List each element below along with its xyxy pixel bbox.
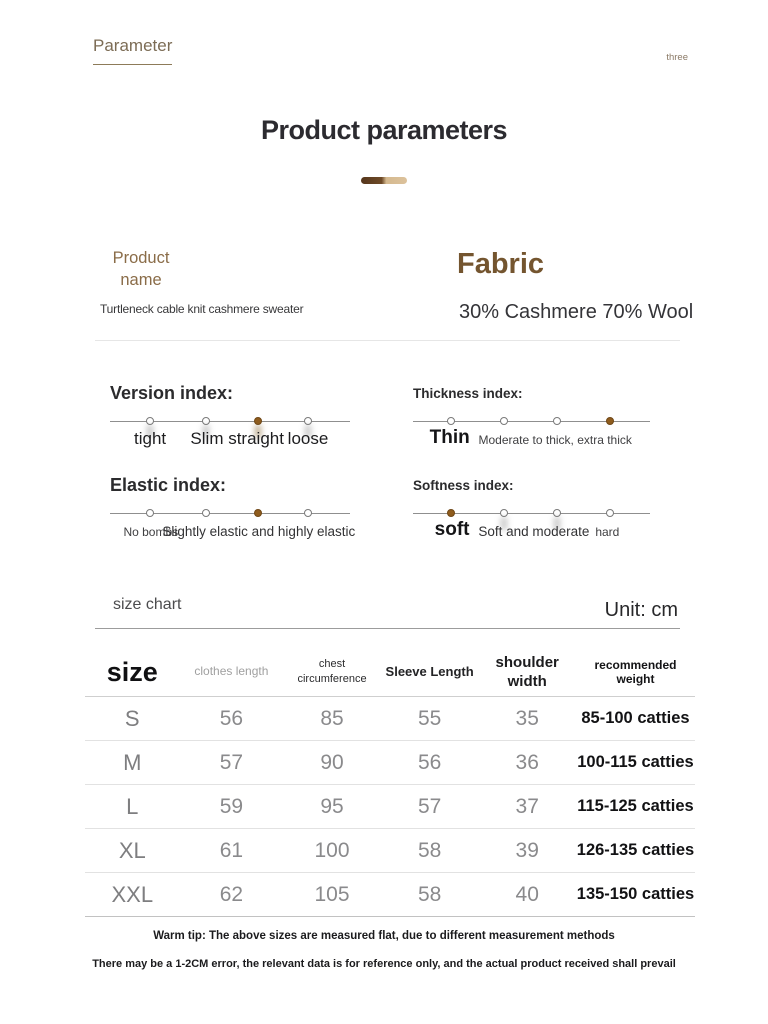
measure-cell: 95 [320, 794, 344, 818]
size-cell: M [123, 749, 142, 775]
elastic-slider-dot [202, 509, 210, 517]
measure-cell: 100 [314, 838, 350, 862]
measure-cell: 85 [320, 706, 344, 730]
measure-cell: 56 [219, 706, 244, 730]
measure-cell: 55 [417, 706, 442, 730]
elastic-slider-dot [304, 509, 312, 517]
column-header: chest circumference [297, 658, 367, 685]
size-cell: XXL [111, 881, 154, 907]
size-table-body: S 56 85 55 35 85-100 catties M 57 90 56 36 100-115 … [85, 697, 695, 917]
measure-cell: 59 [219, 794, 244, 818]
corner-note: three [666, 52, 688, 63]
table-row: L 59 95 57 37 115-125 catties [85, 785, 695, 829]
table-row: XXL 62 105 58 40 135-150 catties [85, 873, 695, 917]
measure-cell: 57 [417, 794, 442, 818]
size-chart-divider [95, 628, 680, 629]
elastic-caption: No bombs [123, 525, 179, 539]
measure-cell: 35 [515, 706, 539, 730]
softness-slider-dot [605, 509, 614, 517]
measure-cell: 57 [219, 750, 244, 774]
elastic-slider-dot [146, 509, 155, 517]
softness-slider-dot [500, 509, 508, 517]
title-accent-bar [361, 177, 407, 184]
measure-cell: 90 [320, 750, 344, 774]
measure-cell: 58 [417, 882, 442, 906]
elastic-caption: Slightly elastic and highly elastic [162, 524, 356, 539]
warm-tip-line1: Warm tip: The above sizes are measured f… [153, 930, 615, 942]
column-header: clothes length [194, 664, 269, 679]
version-caption: Slim straight [190, 429, 284, 448]
fabric-value: 30% Cashmere 70% Wool [459, 301, 694, 323]
version-index-label: Version index: [110, 383, 234, 403]
softness-index-label: Softness index: [413, 478, 514, 493]
product-name-value: Turtleneck cable knit cashmere sweater [100, 302, 304, 316]
column-header: Sleeve Length [385, 663, 474, 679]
size-cell: S [124, 705, 140, 731]
weight-cell: 85-100 catties [581, 709, 690, 727]
table-row: S 56 85 55 35 85-100 catties [85, 697, 695, 741]
thickness-slider-dot-active [605, 417, 614, 425]
column-header: recommended weight [594, 658, 677, 686]
weight-cell: 126-135 catties [576, 841, 695, 859]
elastic-index-slider: Elastic index: No bombs Slightly elastic a… [110, 475, 355, 561]
table-row: M 57 90 56 36 100-115 catties [85, 741, 695, 785]
unit-label: Unit: cm [604, 599, 678, 621]
version-slider-dot [146, 417, 155, 425]
version-slider-dot [202, 417, 210, 425]
measure-cell: 40 [515, 882, 539, 906]
parameter-corner-label: Parameter [93, 36, 173, 65]
thickness-slider-dot [500, 417, 508, 425]
thickness-index-label: Thickness index: [413, 386, 523, 401]
column-header: shoulder width [495, 653, 559, 691]
measure-cell: 56 [417, 750, 442, 774]
softness-caption: hard [595, 525, 620, 539]
warm-tip-line2: There may be a 1-2CM error, the relevant… [92, 958, 676, 970]
thickness-slider-dot [553, 417, 562, 425]
size-chart-title: size chart [113, 596, 182, 613]
softness-caption: Soft and moderate [478, 524, 590, 539]
measure-cell: 58 [417, 838, 442, 862]
measure-cell: 37 [515, 794, 539, 818]
weight-cell: 100-115 catties [577, 753, 694, 771]
weight-cell: 135-150 catties [576, 885, 695, 903]
page-title: Product parameters [260, 115, 508, 145]
measure-cell: 62 [219, 882, 244, 906]
elastic-slider-track [110, 509, 350, 517]
softness-slider-track [413, 509, 650, 517]
softness-slider-dot [553, 509, 562, 517]
size-table-header: size clothes length chest circumference Sle… [85, 648, 695, 697]
version-slider-dot [304, 417, 312, 425]
weight-cell: 115-125 catties [577, 797, 694, 815]
section-divider [95, 340, 680, 341]
softness-caption: soft [434, 519, 470, 540]
thickness-index-slider: Thickness index: Thin Moderate to thick, e… [413, 383, 650, 469]
measure-cell: 36 [515, 750, 539, 774]
measure-cell: 61 [219, 838, 244, 862]
product-name-label: Product name [112, 249, 170, 290]
column-header: size [106, 656, 158, 687]
thickness-slider-track [413, 417, 650, 425]
softness-slider-dot-active [446, 509, 455, 517]
thickness-slider-dot [446, 417, 455, 425]
measure-cell: 105 [314, 882, 350, 906]
size-cell: L [126, 793, 139, 819]
version-caption: loose [287, 429, 329, 448]
size-table: size clothes length chest circumference Sle… [85, 648, 695, 917]
measure-cell: 39 [515, 838, 539, 862]
version-slider-track [110, 417, 350, 425]
thickness-caption: Thin [429, 427, 470, 448]
fabric-label: Fabric [457, 248, 545, 280]
elastic-index-label: Elastic index: [110, 475, 227, 495]
size-cell: XL [118, 837, 146, 863]
table-row: XL 61 100 58 39 126-135 catties [85, 829, 695, 873]
version-slider-dot-active [254, 417, 263, 425]
elastic-slider-dot-active [254, 509, 263, 517]
thickness-caption: Moderate to thick, extra thick [478, 433, 632, 447]
softness-index-slider: Softness index: soft Soft and moderate hard [413, 475, 650, 561]
version-caption: tight [134, 429, 167, 448]
version-index-slider: Version index: tight Slim straight loose [110, 383, 350, 469]
